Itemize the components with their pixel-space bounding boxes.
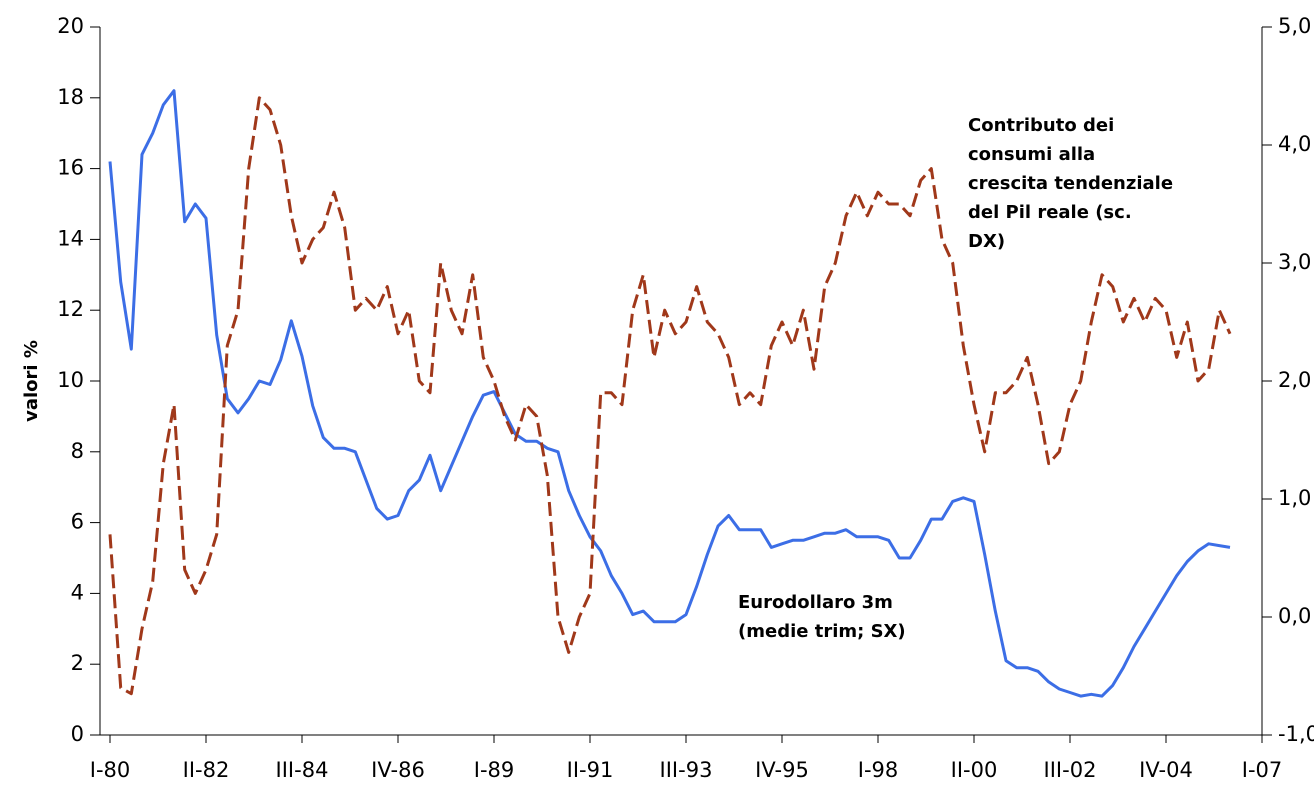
series-label: (medie trim; SX) bbox=[738, 621, 906, 642]
x-tick-label: IV-86 bbox=[371, 758, 425, 782]
y-tick-label: 2 bbox=[71, 651, 84, 675]
y2-tick-label: 3,0 bbox=[1278, 250, 1311, 274]
y2-tick-label: 4,0 bbox=[1278, 132, 1311, 156]
x-tick-label: I-80 bbox=[90, 758, 131, 782]
x-tick-label: I-07 bbox=[1242, 758, 1283, 782]
x-tick-label: I-98 bbox=[858, 758, 899, 782]
y-tick-label: 16 bbox=[57, 156, 84, 180]
y-tick-label: 10 bbox=[57, 368, 84, 392]
x-tick-label: I-89 bbox=[474, 758, 515, 782]
y-axis-label: valori % bbox=[21, 340, 42, 422]
y-tick-label: 14 bbox=[57, 226, 84, 250]
series-line bbox=[108, 89, 1231, 698]
y2-tick-label: 5,0 bbox=[1278, 14, 1311, 38]
series-label: del Pil reale (sc. bbox=[968, 202, 1132, 223]
series-line bbox=[108, 96, 1232, 696]
y-tick-label: 8 bbox=[71, 439, 84, 463]
series-label: Contributo dei bbox=[968, 115, 1114, 136]
x-tick-label: II-91 bbox=[567, 758, 614, 782]
y-tick-label: 6 bbox=[71, 510, 84, 534]
x-tick-label: III-84 bbox=[276, 758, 329, 782]
y2-tick-label: -1,0 bbox=[1278, 722, 1314, 746]
x-tick-label: IV-04 bbox=[1139, 758, 1193, 782]
x-tick-label: IV-95 bbox=[755, 758, 809, 782]
y-tick-label: 0 bbox=[71, 722, 84, 746]
series-label: consumi alla bbox=[968, 144, 1095, 165]
y2-tick-label: 0,0 bbox=[1278, 604, 1311, 628]
y2-tick-label: 2,0 bbox=[1278, 368, 1311, 392]
x-tick-label: II-00 bbox=[951, 758, 998, 782]
series-label: Eurodollaro 3m bbox=[738, 592, 893, 613]
series-label: crescita tendenziale bbox=[968, 173, 1173, 194]
x-tick-label: III-93 bbox=[660, 758, 713, 782]
y-tick-label: 12 bbox=[57, 297, 84, 321]
series-label: DX) bbox=[968, 231, 1005, 252]
y-tick-label: 18 bbox=[57, 85, 84, 109]
x-tick-label: II-82 bbox=[183, 758, 230, 782]
y-tick-label: 4 bbox=[71, 580, 84, 604]
y2-tick-label: 1,0 bbox=[1278, 486, 1311, 510]
y-tick-label: 20 bbox=[57, 14, 84, 38]
x-tick-label: III-02 bbox=[1044, 758, 1097, 782]
